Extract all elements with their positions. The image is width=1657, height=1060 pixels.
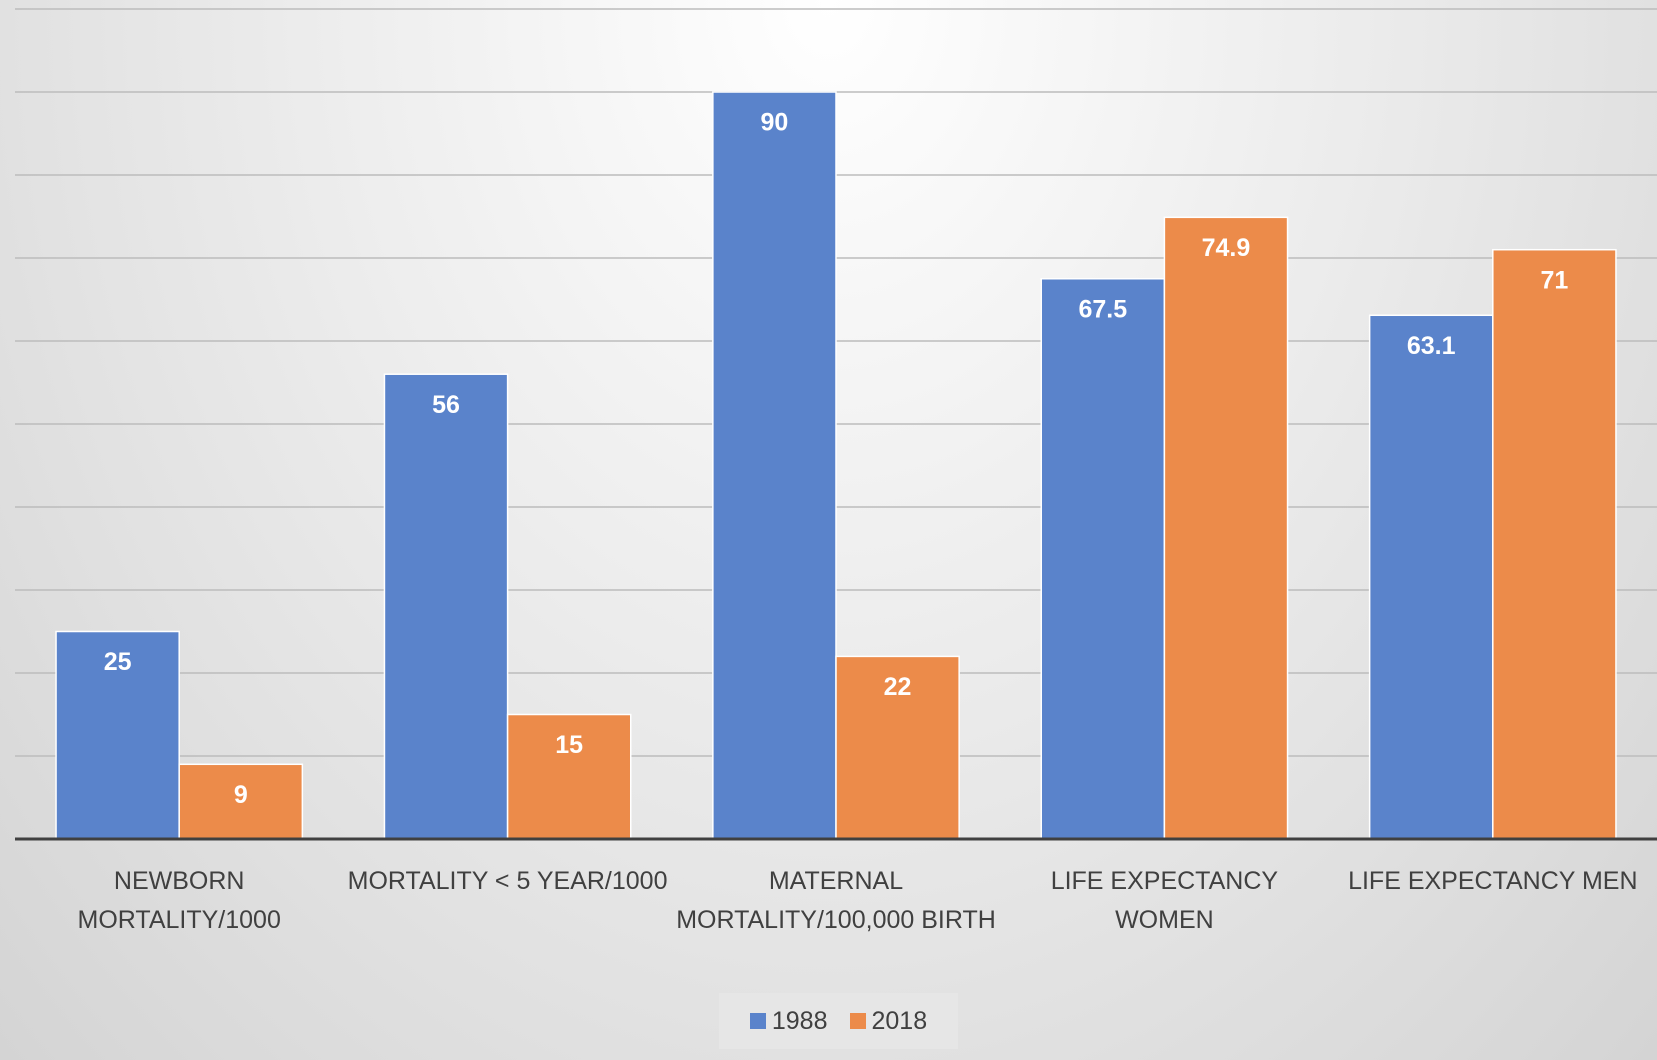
x-tick-label: MATERNAL MORTALITY/100,000 BIRTH (676, 867, 996, 934)
data-label: 56 (432, 391, 460, 419)
data-label: 90 (761, 109, 789, 137)
legend-swatch (849, 1013, 866, 1029)
data-label: 67.5 (1078, 295, 1127, 323)
data-label: 63.1 (1407, 332, 1456, 360)
bar (55, 630, 180, 840)
x-tick-label: MORTALITY < 5 YEAR/1000 (347, 867, 668, 895)
bar (712, 91, 837, 840)
bar (1163, 216, 1289, 840)
data-label: 15 (555, 731, 583, 759)
legend-entry: 2018 (849, 1006, 928, 1036)
legend: 1988 2018 (719, 993, 958, 1049)
bar (383, 373, 509, 840)
data-label: 74.9 (1202, 234, 1251, 262)
bar (178, 763, 304, 840)
legend-swatch (749, 1013, 766, 1029)
bar (1492, 248, 1617, 840)
data-label: 71 (1540, 266, 1568, 294)
x-tick-label: LIFE EXPECTANCY WOMEN (1050, 867, 1279, 934)
data-label: 22 (884, 673, 912, 701)
x-tick-label: LIFE EXPECTANCY MEN (1348, 867, 1638, 895)
legend-label: 2018 (871, 1006, 928, 1035)
legend-label: 1988 (771, 1006, 828, 1035)
data-label: 9 (234, 781, 248, 809)
bar (506, 713, 632, 840)
legend-entry: 1988 (749, 1006, 828, 1036)
x-tick-label: NEWBORN MORTALITY/1000 (77, 867, 281, 934)
bar (1040, 278, 1166, 840)
data-label: 25 (104, 648, 132, 676)
bar (1368, 314, 1494, 840)
